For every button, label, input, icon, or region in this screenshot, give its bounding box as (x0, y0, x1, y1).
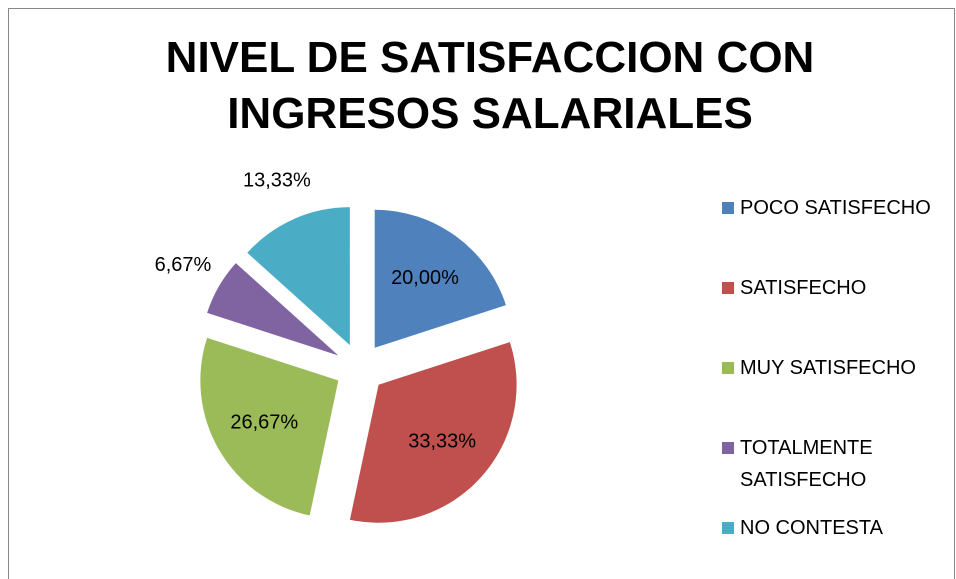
legend-label: POCO SATISFECHO (740, 197, 931, 219)
pie-slice (374, 209, 506, 348)
legend-label: MUY SATISFECHO (740, 357, 916, 379)
pie-slice (207, 263, 339, 356)
data-label: 13,33% (243, 170, 311, 192)
chart-title: NIVEL DE SATISFACCION CON INGRESOS SALAR… (165, 33, 815, 138)
legend-item: NO CONTESTA (720, 512, 935, 579)
legend-label: TOTALMENTE SATISFECHO (740, 437, 873, 491)
data-label: 26,67% (230, 412, 298, 434)
legend-label: SATISFECHO (740, 277, 867, 299)
pie-slice (247, 207, 350, 346)
data-label: 6,67% (155, 254, 212, 276)
legend-item: SATISFECHO (720, 272, 935, 352)
legend-item: POCO SATISFECHO (720, 192, 935, 272)
legend-label: NO CONTESTA (740, 517, 883, 539)
legend-swatch (722, 522, 734, 534)
pie-slice (349, 342, 517, 523)
pie-slice (200, 337, 339, 516)
data-label: 20,00% (391, 267, 459, 289)
legend-swatch (722, 202, 734, 214)
legend: POCO SATISFECHO SATISFECHO MUY SATISFECHO T… (720, 192, 935, 579)
legend-swatch (722, 442, 734, 454)
legend-swatch (722, 362, 734, 374)
chart-border (8, 8, 955, 579)
legend-swatch (722, 282, 734, 294)
data-label: 33,33% (408, 430, 476, 452)
legend-item: MUY SATISFECHO (720, 352, 935, 432)
legend-item: TOTALMENTE SATISFECHO (720, 432, 935, 512)
